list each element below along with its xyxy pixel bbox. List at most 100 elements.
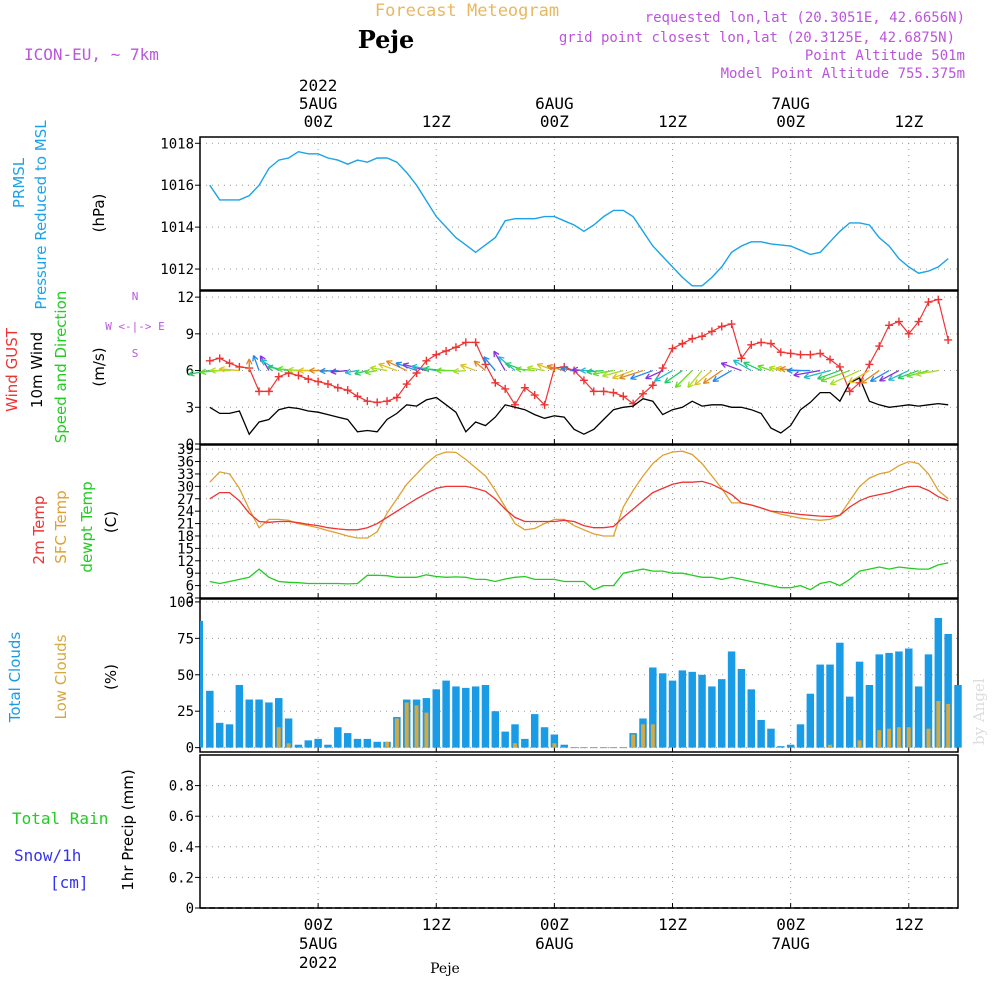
- total-cloud-bar: [560, 744, 568, 748]
- wind-arrow-head: [344, 368, 352, 376]
- ylabel-pressure-msl: Pressure Reduced to MSL: [32, 120, 50, 310]
- wind-arrow-head: [188, 370, 195, 377]
- wind-arrow-head: [452, 367, 460, 375]
- wind-arrow: [252, 354, 260, 371]
- wind-arrow-shaft: [687, 370, 703, 388]
- total-cloud-bar: [757, 719, 765, 748]
- total-rain-label: Total Rain: [12, 809, 108, 828]
- wind-arrow-head: [277, 365, 284, 373]
- y-tick-label: 0.2: [169, 870, 194, 886]
- model-point-altitude: Model Point Altitude 755.375m: [721, 66, 965, 82]
- gust-marker: [422, 356, 431, 365]
- wind-arrow: [473, 360, 486, 372]
- total-cloud-bar: [885, 652, 893, 748]
- low-cloud-bar: [394, 718, 399, 748]
- y-tick-label: 0.4: [169, 840, 194, 856]
- wind-arrow: [860, 370, 880, 385]
- gust-marker: [885, 321, 894, 330]
- wind-arrow-shaft: [402, 363, 427, 372]
- total-cloud-bar: [954, 684, 962, 748]
- wind-arrow-head: [546, 364, 553, 371]
- wind-arrow-head: [260, 359, 267, 366]
- sfc-temp-line: [209, 450, 949, 539]
- y-tick-label: 15: [177, 541, 194, 557]
- wind-arrow-shaft: [888, 369, 910, 381]
- wind-arrow-shaft: [483, 356, 496, 371]
- top-time-label: 7AUG: [771, 94, 810, 113]
- wind-arrow: [720, 361, 742, 372]
- wind-arrow-head: [218, 365, 226, 373]
- wind-arrow-head: [702, 377, 710, 385]
- total-cloud-bar: [373, 741, 381, 748]
- gust-marker: [215, 354, 224, 363]
- gust-marker: [638, 389, 647, 398]
- y-tick-label: 27: [177, 492, 194, 508]
- bottom-time-label: 6AUG: [535, 934, 574, 953]
- wind-arrow: [803, 369, 831, 380]
- wind-arrow: [354, 369, 368, 376]
- wind-arrow-head: [694, 379, 701, 386]
- wind-arrow: [586, 368, 604, 375]
- pressure-line: [209, 150, 949, 287]
- compass-we: W <-|-> E: [105, 320, 165, 333]
- wind-arrow: [630, 369, 654, 381]
- wind-arrow-head: [674, 381, 682, 388]
- total-cloud-bar: [747, 689, 756, 748]
- ylabel-prmsl: PRMSL: [10, 157, 28, 208]
- ylabel-low-clouds: Low Clouds: [52, 634, 70, 719]
- wind-arrow: [848, 369, 870, 384]
- wind-arrow-head: [820, 376, 828, 383]
- wind-arrow-shaft: [354, 369, 368, 375]
- gust-marker: [796, 350, 805, 359]
- gust-marker: [255, 387, 264, 396]
- low-cloud-bar: [887, 728, 892, 748]
- wind-arrow: [546, 364, 565, 372]
- gust-marker: [904, 329, 913, 338]
- gust-marker: [599, 387, 608, 396]
- wind-arrow-head: [369, 365, 377, 372]
- wind-arrow-head: [580, 367, 587, 374]
- low-cloud-bar: [424, 712, 429, 748]
- wind-arrow-shaft: [879, 369, 900, 382]
- clouds-panel: 0 25 50 75 100 Total Clouds Low Clouds (%): [6, 595, 962, 757]
- wind-arrow-shaft: [473, 360, 486, 372]
- ylabel-dewpt: dewpt Temp: [78, 481, 96, 572]
- gust-marker: [530, 391, 539, 400]
- gust-marker: [688, 334, 697, 343]
- total-cloud-bar: [200, 620, 203, 748]
- wind-arrow-shaft: [820, 369, 850, 382]
- y-tick-label: 12: [177, 554, 194, 570]
- total-cloud-bar: [521, 738, 529, 748]
- total-cloud-bar: [304, 740, 313, 748]
- wind-arrow-head: [906, 371, 913, 379]
- gust-marker: [737, 354, 746, 363]
- total-cloud-bar: [737, 668, 746, 748]
- gust-marker: [363, 397, 372, 406]
- low-cloud-bar: [513, 743, 517, 748]
- wind-arrow-shaft: [664, 370, 683, 384]
- total-cloud-bar: [836, 642, 844, 748]
- total-cloud-bar: [934, 617, 943, 748]
- gust-marker: [323, 380, 332, 389]
- wind-arrow-shaft: [252, 355, 260, 371]
- wind-arrow-head: [630, 373, 637, 381]
- wind-arrow-shaft: [712, 369, 732, 382]
- gust-marker: [451, 343, 460, 352]
- y-tick-label: 12: [177, 290, 194, 306]
- wind-arrow-head: [378, 362, 385, 369]
- wind-arrow-head: [586, 368, 593, 375]
- gust-marker: [373, 398, 382, 407]
- gust-marker: [353, 392, 362, 401]
- bottom-time-label: 2022: [299, 953, 338, 972]
- point-altitude: Point Altitude 501m: [805, 48, 965, 64]
- ylabel-total-clouds: Total Clouds: [6, 632, 24, 724]
- wind-arrow-shaft: [694, 370, 713, 386]
- low-cloud-bar: [286, 743, 291, 748]
- wind-arrow-head: [493, 350, 500, 358]
- top-time-label: 12Z: [422, 112, 451, 131]
- wind-arrow-shaft: [560, 367, 575, 372]
- bottom-time-label: 12Z: [422, 915, 451, 934]
- pressure-panel: 1012 1014 1016 1018 PRMSL Pressure Reduced to…: [10, 120, 959, 310]
- wind-arrow-shaft: [386, 360, 408, 372]
